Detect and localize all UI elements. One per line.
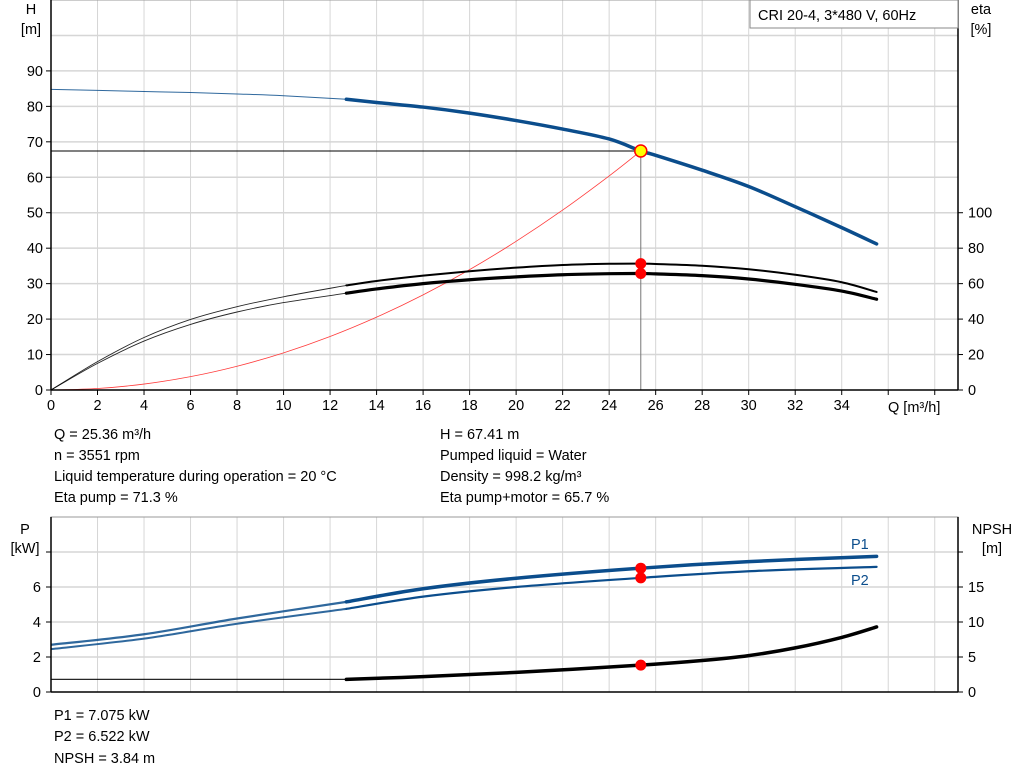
eta-axis-unit: [%] [971,22,992,38]
npsh-axis-unit: [m] [982,541,1002,557]
info-p2: P2 = 6.522 kW [54,729,150,745]
info-npsh: NPSH = 3.84 m [54,751,155,767]
eta-pump-motor-curve-thick [344,271,879,301]
q-axis-label: Q [m³/h] [888,400,940,416]
q-tick-label: 14 [369,398,385,414]
q-tick-label: 4 [140,398,148,414]
npsh-tick-label: 0 [968,685,976,701]
info-n: n = 3551 rpm [54,448,140,464]
npsh-tick-label: 5 [968,650,976,666]
p-tick-label: 0 [33,685,41,701]
eta-pump-marker [635,258,647,270]
p1-curve-thin [50,600,347,646]
p2-marker [635,572,647,584]
q-tick-label: 2 [93,398,101,414]
h-tick-label: 40 [27,241,43,257]
npsh-tick-label: 15 [968,580,984,596]
h-tick-label: 90 [27,64,43,80]
chart-title: CRI 20-4, 3*480 V, 60Hz [758,8,916,24]
head-curve-thin [50,88,347,100]
q-tick-label: 10 [275,398,291,414]
h-tick-label: 70 [27,135,43,151]
h-tick-label: 10 [27,348,43,364]
duty-point-marker [634,144,648,158]
q-tick-label: 16 [415,398,431,414]
p-tick-label: 4 [33,615,41,631]
q-tick-label: 22 [555,398,571,414]
legend-box [749,0,959,29]
top-curves [50,88,879,391]
q-tick-label: 18 [462,398,478,414]
info-liquid-temp: Liquid temperature during operation = 20… [54,469,337,485]
p1-curve-label: P1 [851,537,869,553]
p-axis-unit: [kW] [11,541,40,557]
eta-tick-label: 80 [968,241,984,257]
eta-tick-label: 40 [968,312,984,328]
q-tick-label: 20 [508,398,524,414]
q-tick-label: 32 [787,398,803,414]
eta-tick-label: 20 [968,348,984,364]
h-axis-unit: [m] [21,22,41,38]
info-eta-pump: Eta pump = 71.3 % [54,490,178,506]
p2-curve-thick [345,565,878,610]
p2-curve-thin [50,607,347,651]
eta-pump-motor-curve-thin [50,292,347,391]
q-tick-label: 12 [322,398,338,414]
q-tick-label: 8 [233,398,241,414]
info-q: Q = 25.36 m³/h [54,427,151,443]
h-tick-label: 80 [27,99,43,115]
info-top-left: Q = 25.36 m³/h n = 3551 rpm Liquid tempe… [54,427,337,506]
npsh-axis-label: NPSH [972,522,1012,538]
q-tick-label: 30 [741,398,757,414]
eta-tick-label: 0 [968,383,976,399]
q-tick-label: 6 [186,398,194,414]
eta-tick-label: 60 [968,277,984,293]
system-curve [50,150,642,391]
eta-axis-label: eta [971,2,992,18]
p2-curve-label: P2 [851,573,869,589]
eta-pump-motor-marker [635,268,647,280]
info-top-right: H = 67.41 m Pumped liquid = Water Densit… [440,427,609,506]
axes: 0 2 4 6 8 10 12 14 16 18 20 22 24 26 28 30 32 34010203040… [27,0,992,701]
npsh-curve-thick [344,625,879,682]
h-axis-label: H [26,2,36,18]
top-grid [51,0,958,390]
info-density: Density = 998.2 kg/m³ [440,469,582,485]
top-plot-frame [50,0,959,391]
bottom-curves [50,554,879,682]
p-tick-label: 2 [33,650,41,666]
p-tick-label: 6 [33,580,41,596]
h-tick-label: 60 [27,170,43,186]
p1-curve-thick [344,554,879,604]
h-tick-label: 20 [27,312,43,328]
h-tick-label: 50 [27,206,43,222]
q-tick-label: 26 [648,398,664,414]
info-pumped-liquid: Pumped liquid = Water [440,448,587,464]
info-h: H = 67.41 m [440,427,519,443]
bottom-grid [51,517,958,692]
h-tick-label: 30 [27,277,43,293]
npsh-tick-label: 10 [968,615,984,631]
info-bottom: P1 = 7.075 kW P2 = 6.522 kW NPSH = 3.84 … [54,708,155,767]
eta-pump-curve-thick [345,262,878,293]
q-tick-label: 34 [834,398,850,414]
q-tick-label: 28 [694,398,710,414]
eta-pump-curve-thin [50,284,347,391]
eta-tick-label: 100 [968,206,992,222]
bottom-plot-frame [50,516,959,693]
info-p1: P1 = 7.075 kW [54,708,150,724]
npsh-marker [635,659,647,671]
p-axis-label: P [20,522,30,538]
p1-marker [635,562,647,574]
head-curve-thick [344,97,879,246]
q-tick-label: 24 [601,398,617,414]
q-tick-label: 0 [47,398,55,414]
info-eta-pump-motor: Eta pump+motor = 65.7 % [440,490,609,506]
h-tick-label: 0 [35,383,43,399]
